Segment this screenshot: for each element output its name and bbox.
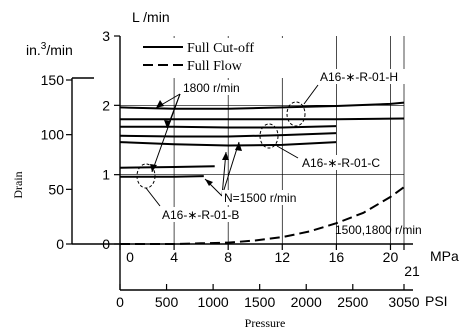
series-line-B-1500 — [120, 175, 204, 178]
x-tick-label-mpa: 8 — [224, 249, 232, 265]
unit-label-lpm: L /min — [132, 9, 170, 25]
annotation-model-b: A16-∗-R-01-B — [162, 208, 239, 222]
x-tick-label-mpa: 4 — [170, 249, 178, 265]
leader-h — [303, 84, 319, 105]
x-tick-label-psi: 0 — [116, 294, 124, 310]
x-tick-label-psi: 3050 — [388, 294, 419, 310]
annotation-full-flow-speeds: 1500,1800 r/min — [335, 223, 422, 237]
unit-label-in3: in.3/min — [26, 41, 73, 58]
legend: Full Cut-off Full Flow — [138, 38, 298, 78]
series-line-C-1500-lower — [119, 141, 337, 147]
x-tick-label-psi: 1500 — [244, 294, 275, 310]
leader-1500-a — [221, 141, 240, 197]
x-tick-label-psi: 2000 — [291, 294, 322, 310]
arrowhead-1800-b — [164, 120, 171, 128]
x-tick-label-mpa: 16 — [329, 249, 345, 265]
annotation-1500-bg — [222, 190, 304, 205]
x-tick-label-psi: 2500 — [337, 294, 368, 310]
y-tick-label-in3: 0 — [56, 236, 64, 252]
annotation-model-h: A16-∗-R-01-H — [320, 70, 398, 84]
marker-ellipse-c — [259, 123, 279, 149]
arrowhead-1500-c — [205, 179, 213, 186]
x-tick-label-psi: 500 — [155, 294, 179, 310]
series-line-full-flow — [120, 186, 405, 245]
x-tick-label-mpa: 12 — [274, 249, 290, 265]
annotation-h-bg — [319, 69, 407, 84]
series-line-H-1800-lower — [120, 117, 405, 121]
series-line-B-1800 — [119, 165, 215, 169]
x-tick-label-mpa: 20 — [383, 249, 399, 265]
annotation-b-bg — [161, 207, 249, 222]
x-tick-label-psi: 1000 — [198, 294, 229, 310]
y-tick-label-in3: 50 — [48, 181, 64, 197]
series-line-C-1500-upper — [119, 132, 337, 138]
annotation-1500: N=1500 r/min — [224, 191, 296, 205]
series-line-C-1800 — [120, 125, 337, 129]
arrowhead-1800-c — [150, 164, 157, 172]
leader-c — [276, 145, 299, 159]
y-tick-label-lpm: 2 — [102, 97, 110, 113]
x-axis-title: Pressure — [245, 316, 286, 330]
arrowhead-1800-a — [156, 100, 164, 108]
annotation-1800-bg — [181, 80, 249, 95]
y-axis-title: Drain — [11, 171, 25, 198]
y-tick-label-lpm: 3 — [102, 28, 110, 44]
unit-label-mpa: MPa — [430, 248, 459, 264]
legend-label-flow: Full Flow — [187, 59, 243, 74]
leader-b — [145, 187, 161, 207]
annotation-model-c: A16-∗-R-01-C — [302, 156, 380, 170]
annotation-c-bg — [300, 155, 388, 170]
y-tick-label-lpm: 1 — [102, 167, 110, 183]
ticks — [66, 35, 405, 290]
arrowhead-1500-a — [235, 142, 242, 151]
marker-ellipse-h — [286, 101, 306, 127]
x-tick-label-mpa: 0 — [126, 249, 134, 265]
annotation-arrowheads — [150, 100, 242, 186]
y-tick-label-in3: 150 — [41, 72, 65, 88]
leader-1800-c — [151, 93, 181, 173]
legend-bg — [138, 38, 298, 78]
unit-label-psi: PSI — [425, 293, 448, 309]
legend-label-cutoff: Full Cut-off — [187, 41, 254, 56]
annotation-1800: 1800 r/min — [183, 81, 240, 95]
y-tick-label-in3: 100 — [41, 127, 65, 143]
mpa-end-label: 21 — [404, 263, 420, 279]
y-tick-label-lpm: 0 — [102, 236, 110, 252]
arrowhead-1500-b — [222, 152, 229, 160]
